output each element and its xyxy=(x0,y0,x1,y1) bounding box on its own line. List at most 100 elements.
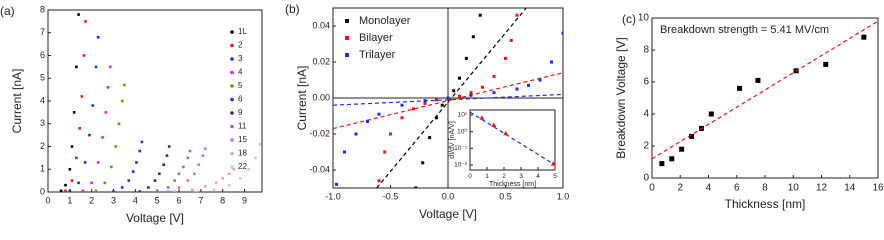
data-point xyxy=(81,189,85,192)
y-tick-label: 0.04 xyxy=(312,20,330,30)
x-tick-label: 6 xyxy=(734,183,740,194)
x-tick-label: 3 xyxy=(111,195,116,205)
y-tick-label: 8 xyxy=(643,45,649,56)
data-point xyxy=(538,78,542,82)
data-point xyxy=(377,112,381,116)
data-point xyxy=(366,119,369,123)
data-point xyxy=(186,156,190,160)
data-point xyxy=(659,161,665,167)
data-point xyxy=(117,122,121,126)
data-point xyxy=(75,156,78,160)
x-tick-label: 1.0 xyxy=(557,191,570,201)
data-point xyxy=(440,103,444,107)
x-tick-label: 0 xyxy=(468,173,472,180)
y-tick-label: -0.02 xyxy=(309,128,330,138)
data-point xyxy=(515,87,519,91)
y-tick-label: 7 xyxy=(40,27,45,37)
legend-label: 18 xyxy=(238,149,247,158)
legend-marker xyxy=(230,30,234,34)
x-tick-label: 4 xyxy=(706,183,712,194)
data-point xyxy=(140,140,144,144)
y-tick-label: -0.04 xyxy=(309,164,330,174)
data-point xyxy=(103,181,107,185)
data-point xyxy=(153,179,157,182)
data-point xyxy=(120,186,124,189)
legend-marker xyxy=(230,43,234,48)
legend-label: 3 xyxy=(238,54,243,63)
x-tick-label: 16 xyxy=(872,183,884,194)
data-point xyxy=(232,167,235,171)
data-point xyxy=(70,145,74,148)
x-tick-label: 3 xyxy=(519,173,523,180)
data-point xyxy=(452,89,456,93)
x-tick-label: 0.5 xyxy=(499,191,512,201)
x-tick-label: -1.0 xyxy=(325,191,341,201)
legend-marker xyxy=(230,151,234,156)
y-tick-label: 6 xyxy=(643,77,649,88)
data-point xyxy=(471,35,475,39)
data-point xyxy=(737,85,743,91)
data-point xyxy=(561,31,563,35)
data-point xyxy=(135,161,138,164)
data-point xyxy=(343,150,346,154)
x-axis-title: Voltage [V] xyxy=(126,211,184,225)
data-point xyxy=(64,183,67,187)
y-axis-title: Current [nA] xyxy=(10,69,24,134)
legend-marker xyxy=(230,111,234,115)
legend-marker xyxy=(230,165,234,169)
data-point xyxy=(72,111,76,114)
data-point xyxy=(90,181,93,185)
data-point xyxy=(59,189,63,192)
y-tick-label: 0.02 xyxy=(312,56,330,66)
data-point xyxy=(114,145,117,148)
data-point xyxy=(201,154,205,157)
data-point xyxy=(823,61,829,67)
legend-label: Monolayer xyxy=(359,15,411,27)
annotation: Breakdown strength = 5.41 MV/cm xyxy=(660,24,829,36)
data-point xyxy=(389,132,392,136)
x-axis-title: Thickness [nm] xyxy=(725,197,806,211)
x-tick-label: 4 xyxy=(133,195,138,205)
data-point xyxy=(190,188,194,192)
data-point xyxy=(254,156,257,160)
y-tick-label: 4 xyxy=(643,109,649,120)
data-point xyxy=(165,154,169,157)
legend-marker xyxy=(345,53,349,57)
legend-marker xyxy=(345,19,349,23)
y-tick-label: 10⁰ xyxy=(457,127,467,135)
legend-label: 6 xyxy=(238,95,243,104)
data-point xyxy=(94,65,98,69)
x-axis-title: Thickness [nm] xyxy=(489,181,536,188)
data-point xyxy=(354,132,358,136)
y-tick-label: 10¹ xyxy=(458,112,468,119)
data-point xyxy=(177,172,181,176)
data-point xyxy=(84,20,87,23)
y-tick-label: 3 xyxy=(40,118,45,128)
data-point xyxy=(414,186,418,188)
legend-label: Trilayer xyxy=(359,49,396,61)
data-point xyxy=(509,38,513,42)
data-point xyxy=(94,189,98,192)
data-point xyxy=(101,136,104,139)
x-tick-label: 14 xyxy=(844,183,856,194)
x-axis-title: Voltage [V] xyxy=(419,207,477,221)
data-point xyxy=(106,86,110,89)
x-tick-label: -0.5 xyxy=(383,191,399,201)
data-point xyxy=(400,103,404,107)
data-point xyxy=(247,167,251,171)
y-tick-label: 8 xyxy=(40,4,45,14)
data-point xyxy=(127,179,131,182)
y-tick-label: 2 xyxy=(40,141,45,151)
data-point xyxy=(227,183,231,187)
x-tick-label: 2 xyxy=(89,195,94,205)
x-tick-label: 9 xyxy=(242,195,247,205)
data-point xyxy=(214,181,218,185)
x-tick-label: 2 xyxy=(502,173,506,180)
y-tick-label: 10⁻² xyxy=(454,162,468,169)
data-point xyxy=(70,179,74,182)
data-point xyxy=(162,163,166,166)
fit-line xyxy=(652,20,878,160)
data-point xyxy=(158,172,161,176)
legend-label: 11 xyxy=(238,122,247,131)
